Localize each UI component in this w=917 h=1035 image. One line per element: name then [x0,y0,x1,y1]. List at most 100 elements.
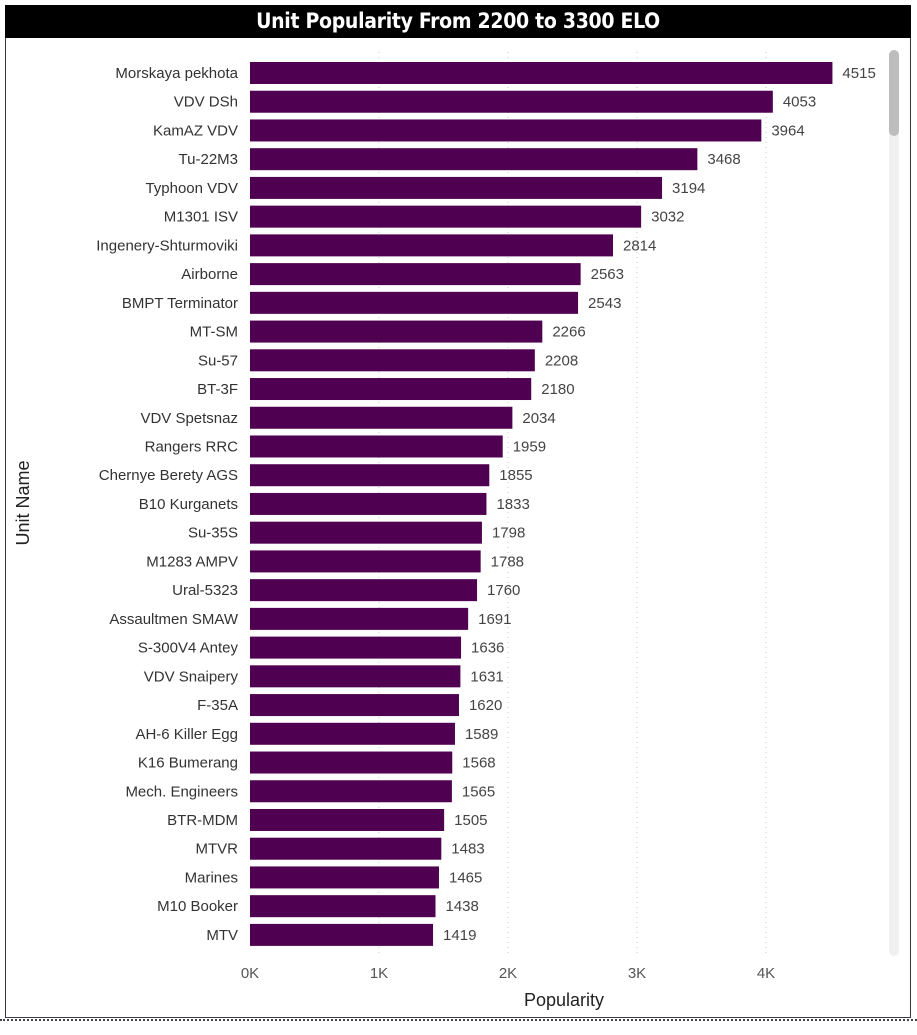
category-label: MTV [206,927,238,944]
bar[interactable] [250,291,579,314]
category-label: MTVR [196,841,239,858]
category-label: KamAZ VDV [153,122,238,139]
category-label: BT-3F [197,381,238,398]
category-label: VDV Snaipery [144,668,239,685]
category-label: VDV DSh [174,94,238,111]
x-ticks: 0K 1K 2K 3K 4K [241,965,775,982]
data-label: 1855 [499,467,532,484]
top-strip [0,0,917,4]
data-label: 1438 [446,898,479,915]
category-label: BTR-MDM [167,812,238,829]
category-label: K16 Bumerang [138,755,238,772]
bar[interactable] [250,521,482,544]
category-label: Ural-5323 [172,582,238,599]
category-label: BMPT Terminator [122,295,238,312]
category-label: Chernye Berety AGS [99,467,238,484]
data-label: 1760 [487,582,520,599]
bar[interactable] [250,406,513,429]
bar[interactable] [250,378,532,401]
category-label: Marines [185,869,238,886]
data-label: 2208 [545,352,578,369]
gridlines [378,52,767,955]
data-label: 3032 [651,209,684,226]
category-label: Assaultmen SMAW [109,611,238,628]
data-label: 1568 [462,755,495,772]
divider [0,1019,917,1021]
bar[interactable] [250,866,439,889]
data-label: 1636 [471,640,504,657]
scrollbar-track[interactable] [889,50,899,956]
bar[interactable] [250,694,459,717]
category-label: Ingenery-Shturmoviki [96,237,238,254]
bar[interactable] [250,837,442,860]
data-label: 1419 [443,927,476,944]
data-label: 1483 [451,841,484,858]
bar[interactable] [250,808,445,831]
bar[interactable] [250,665,461,688]
data-label: 1788 [491,553,524,570]
category-label: Su-35S [188,525,238,542]
data-label: 2180 [541,381,574,398]
bar[interactable] [250,464,490,487]
data-label: 1691 [478,611,511,628]
bar[interactable] [250,722,455,745]
category-label: M1301 ISV [164,209,238,226]
bar[interactable] [250,176,663,199]
category-label: Tu-22M3 [179,151,238,168]
x-tick-label: 1K [370,965,388,982]
bar[interactable] [250,435,503,458]
data-label: 2563 [591,266,624,283]
bar[interactable] [250,263,581,286]
category-label: VDV Spetsnaz [140,410,238,427]
data-label: 1565 [462,783,495,800]
bar[interactable] [250,119,762,142]
category-label: Airborne [181,266,238,283]
chart-title: Unit Popularity From 2200 to 3300 ELO [5,5,911,38]
bar[interactable] [250,579,478,602]
bar[interactable] [250,895,436,918]
data-label: 2034 [522,410,555,427]
data-label: 2543 [588,295,621,312]
data-label: 3964 [771,122,804,139]
category-label: Rangers RRC [145,438,239,455]
bars: Morskaya pekhota 4515 VDV DSh 4053 KamAZ VDV… [96,62,876,946]
data-label: 3468 [707,151,740,168]
bar[interactable] [250,923,434,946]
category-label: Su-57 [198,352,238,369]
bar[interactable] [250,492,487,515]
bar[interactable] [250,62,833,84]
category-label: B10 Kurganets [139,496,238,513]
bar[interactable] [250,780,452,803]
bar[interactable] [250,234,614,257]
bar[interactable] [250,320,543,343]
bar[interactable] [250,550,481,573]
bar[interactable] [250,148,698,171]
bar[interactable] [250,205,642,228]
data-label: 3194 [672,180,705,197]
data-label: 4053 [783,94,816,111]
bar[interactable] [250,751,453,774]
x-axis-title: Popularity [524,990,604,1010]
bar[interactable] [250,607,469,630]
category-label: M10 Booker [157,898,238,915]
data-label: 2266 [552,324,585,341]
category-label: Typhoon VDV [145,180,238,197]
bar[interactable] [250,349,535,372]
data-label: 1465 [449,869,482,886]
bar[interactable] [250,636,462,659]
data-label: 1798 [492,525,525,542]
category-label: F-35A [197,697,238,714]
category-label: AH-6 Killer Egg [135,726,238,743]
x-tick-label: 2K [499,965,517,982]
x-tick-label: 3K [628,965,646,982]
data-label: 1959 [513,438,546,455]
y-axis-title: Unit Name [13,460,33,545]
scrollbar-thumb[interactable] [889,50,899,136]
bar[interactable] [250,90,773,113]
data-label: 4515 [842,65,875,82]
category-label: M1283 AMPV [146,553,238,570]
category-label: S-300V4 Antey [138,640,239,657]
data-label: 1589 [465,726,498,743]
data-label: 1631 [470,668,503,685]
